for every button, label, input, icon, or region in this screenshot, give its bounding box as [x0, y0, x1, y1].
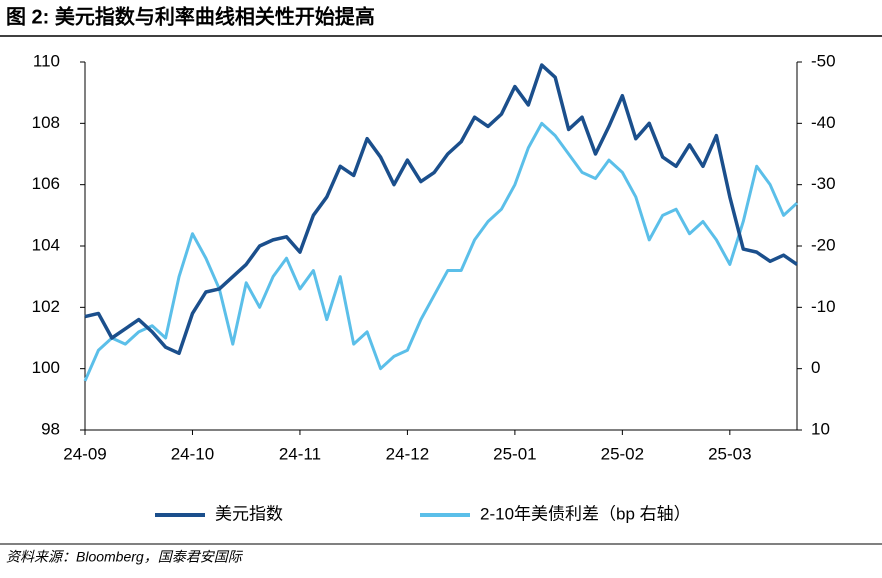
y-tick-label: 104 — [32, 235, 60, 254]
y-tick-label: 110 — [33, 51, 60, 70]
x-tick-label: 24-11 — [279, 444, 321, 463]
x-tick-label: 24-10 — [171, 444, 214, 463]
y-tick-label: 100 — [32, 358, 60, 377]
y-tick-label: 98 — [41, 419, 60, 438]
y2-tick-label: -40 — [811, 113, 836, 132]
y2-tick-label: -50 — [811, 51, 836, 70]
y2-tick-label: 10 — [811, 419, 830, 438]
x-tick-label: 25-01 — [493, 444, 536, 463]
y2-tick-label: -10 — [811, 297, 836, 316]
y-tick-label: 106 — [32, 174, 60, 193]
x-tick-label: 24-12 — [386, 444, 429, 463]
series-line — [83, 121, 799, 382]
x-tick-label: 24-09 — [63, 444, 106, 463]
chart-title: 图 2: 美元指数与利率曲线相关性开始提高 — [6, 4, 375, 28]
x-tick-label: 25-03 — [708, 444, 751, 463]
y2-tick-label: -20 — [811, 235, 836, 254]
y-tick-label: 108 — [32, 113, 60, 132]
series-line — [84, 63, 798, 356]
source: 资料来源：Bloomberg，国泰君安国际 — [6, 549, 244, 565]
legend-label: 美元指数 — [215, 504, 283, 523]
x-tick-label: 25-02 — [601, 444, 644, 463]
y-tick-label: 102 — [32, 297, 60, 316]
y2-tick-label: -30 — [811, 174, 836, 193]
legend-label: 2-10年美债利差（bp 右轴） — [480, 504, 691, 523]
y2-tick-label: 0 — [811, 358, 820, 377]
